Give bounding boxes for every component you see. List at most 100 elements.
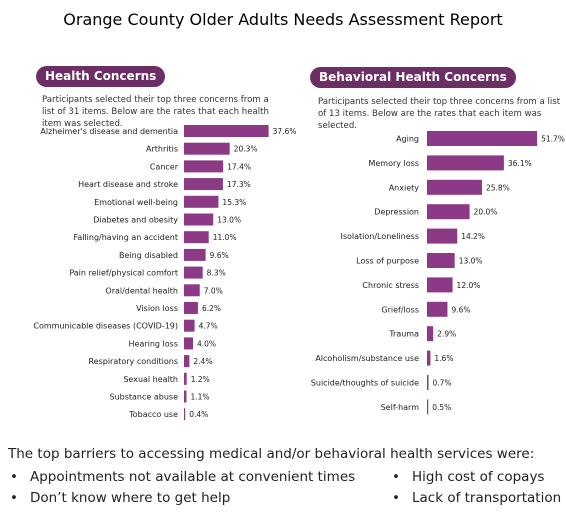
category-label-sexual-health: Sexual health [123,375,178,384]
bar-aging [427,131,538,146]
value-label-heart-disease-and-stroke: 17.3% [227,180,251,189]
category-label-memory-loss: Memory loss [368,159,419,168]
category-label-anxiety: Anxiety [389,183,420,192]
right-item: Lack of transportation [390,488,561,509]
category-label-cancer: Cancer [150,162,179,171]
bar-alzheimer-s-disease-and-dementia [184,125,269,137]
value-label-diabetes-and-obesity: 13.0% [217,216,241,225]
bar-arthritis [184,142,230,155]
bar-alcoholism-substance-use [427,350,431,366]
category-label-isolation-loneliness: Isolation/Loneliness [340,232,419,241]
value-label-oral-dental-health: 7.0% [204,286,223,295]
health-concerns-heading: Health Concerns [36,66,166,87]
bar-memory-loss [427,155,504,171]
value-label-suicide-thoughts-of-suicide: 0.7% [432,379,451,388]
category-label-diabetes-and-obesity: Diabetes and obesity [93,216,178,225]
category-label-chronic-stress: Chronic stress [362,281,419,290]
value-label-loss-of-purpose: 13.0% [459,257,483,266]
barriers-list-right: High cost of copaysLack of transportatio… [390,467,561,509]
category-label-aging: Aging [396,135,419,144]
category-label-depression: Depression [374,208,419,217]
bar-respiratory-conditions [184,355,190,368]
bar-isolation-loneliness [427,228,458,244]
bar-heart-disease-and-stroke [184,178,223,191]
value-label-alcoholism-substance-use: 1.6% [434,354,453,363]
right-item: High cost of copays [390,467,561,488]
category-label-suicide-thoughts-of-suicide: Suicide/thoughts of suicide [311,379,419,388]
category-label-hearing-loss: Hearing loss [129,339,179,348]
value-label-tobacco-use: 0.4% [189,410,208,419]
value-label-hearing-loss: 4.0% [197,339,216,348]
left-item: Don’t know where to get help [8,488,355,509]
report-title: Orange County Older Adults Needs Assessm… [63,10,503,29]
bar-communicable-diseases-covid-19 [184,319,195,332]
category-label-vision-loss: Vision loss [136,304,178,313]
bar-vision-loss [184,302,198,314]
value-label-chronic-stress: 12.0% [457,281,481,290]
value-label-sexual-health: 1.2% [191,375,210,384]
bar-depression [427,204,470,220]
bar-emotional-well-being [184,195,219,208]
value-label-anxiety: 25.8% [486,183,510,192]
category-label-alcoholism-substance-use: Alcoholism/substance use [315,354,419,363]
value-label-emotional-well-being: 15.3% [222,198,246,207]
category-label-being-disabled: Being disabled [119,251,178,260]
category-label-communicable-diseases-covid-19: Communicable diseases (COVID-19) [33,322,178,331]
category-label-falling-having-an-accident: Falling/having an accident [73,233,178,242]
value-label-aging: 51.7% [541,135,565,144]
bar-hearing-loss [184,337,193,350]
bar-self-harm [427,399,429,415]
category-label-alzheimer-s-disease-and-dementia: Alzheimer's disease and dementia [40,127,178,136]
bar-suicide-thoughts-of-suicide [427,375,429,390]
health-concerns-chart: Alzheimer's disease and dementia 37.6% Art… [33,125,297,421]
bar-anxiety [427,179,482,195]
value-label-isolation-loneliness: 14.2% [461,232,485,241]
category-label-trauma: Trauma [388,330,419,339]
category-label-emotional-well-being: Emotional well-being [94,198,178,207]
category-label-respiratory-conditions: Respiratory conditions [88,357,178,366]
value-label-falling-having-an-accident: 11.0% [213,233,237,242]
health-concerns-description: Participants selected their top three co… [42,95,269,129]
category-label-loss-of-purpose: Loss of purpose [356,257,419,266]
behavioral-concerns-chart: Aging 51.7% Memory loss 36.1% Anxiety 25.8% De… [311,131,565,415]
value-label-self-harm: 0.5% [432,403,451,412]
left-item: Appointments not available at convenient… [8,467,355,488]
value-label-respiratory-conditions: 2.4% [193,357,212,366]
value-label-substance-abuse: 1.1% [190,393,209,402]
bar-falling-having-an-accident [184,231,209,244]
bar-cancer [184,160,224,173]
bar-trauma [427,326,434,342]
bar-loss-of-purpose [427,253,455,268]
value-label-communicable-diseases-covid-19: 4.7% [199,322,218,331]
bar-oral-dental-health [184,284,200,297]
barriers-heading: The top barriers to accessing medical an… [8,446,535,462]
behavioral-concerns-description: Participants selected their top three co… [318,97,561,131]
category-label-pain-relief-physical-comfort: Pain relief/physical comfort [69,269,178,278]
category-label-grief-loss: Grief/loss [381,305,419,314]
value-label-trauma: 2.9% [437,330,456,339]
category-label-arthritis: Arthritis [146,145,178,154]
bar-grief-loss [427,301,448,317]
category-label-oral-dental-health: Oral/dental health [105,286,178,295]
category-label-tobacco-use: Tobacco use [128,410,178,419]
bar-tobacco-use [184,408,186,421]
value-label-cancer: 17.4% [227,162,251,171]
value-label-pain-relief-physical-comfort: 8.3% [207,269,226,278]
category-label-heart-disease-and-stroke: Heart disease and stroke [78,180,178,189]
bar-pain-relief-physical-comfort [184,266,203,279]
bar-diabetes-and-obesity [184,213,214,226]
value-label-alzheimer-s-disease-and-dementia: 37.6% [273,127,297,136]
category-label-substance-abuse: Substance abuse [109,393,178,402]
bar-being-disabled [184,248,206,261]
value-label-memory-loss: 36.1% [508,159,532,168]
value-label-depression: 20.0% [474,208,498,217]
bar-substance-abuse [184,390,187,403]
value-label-arthritis: 20.3% [234,145,258,154]
bar-chronic-stress [427,277,453,293]
value-label-being-disabled: 9.6% [210,251,229,260]
category-label-self-harm: Self-harm [381,403,420,412]
barriers-list-left: Appointments not available at convenient… [8,467,355,509]
value-label-grief-loss: 9.6% [451,305,470,314]
value-label-vision-loss: 6.2% [202,304,221,313]
behavioral-concerns-heading: Behavioral Health Concerns [310,67,516,88]
